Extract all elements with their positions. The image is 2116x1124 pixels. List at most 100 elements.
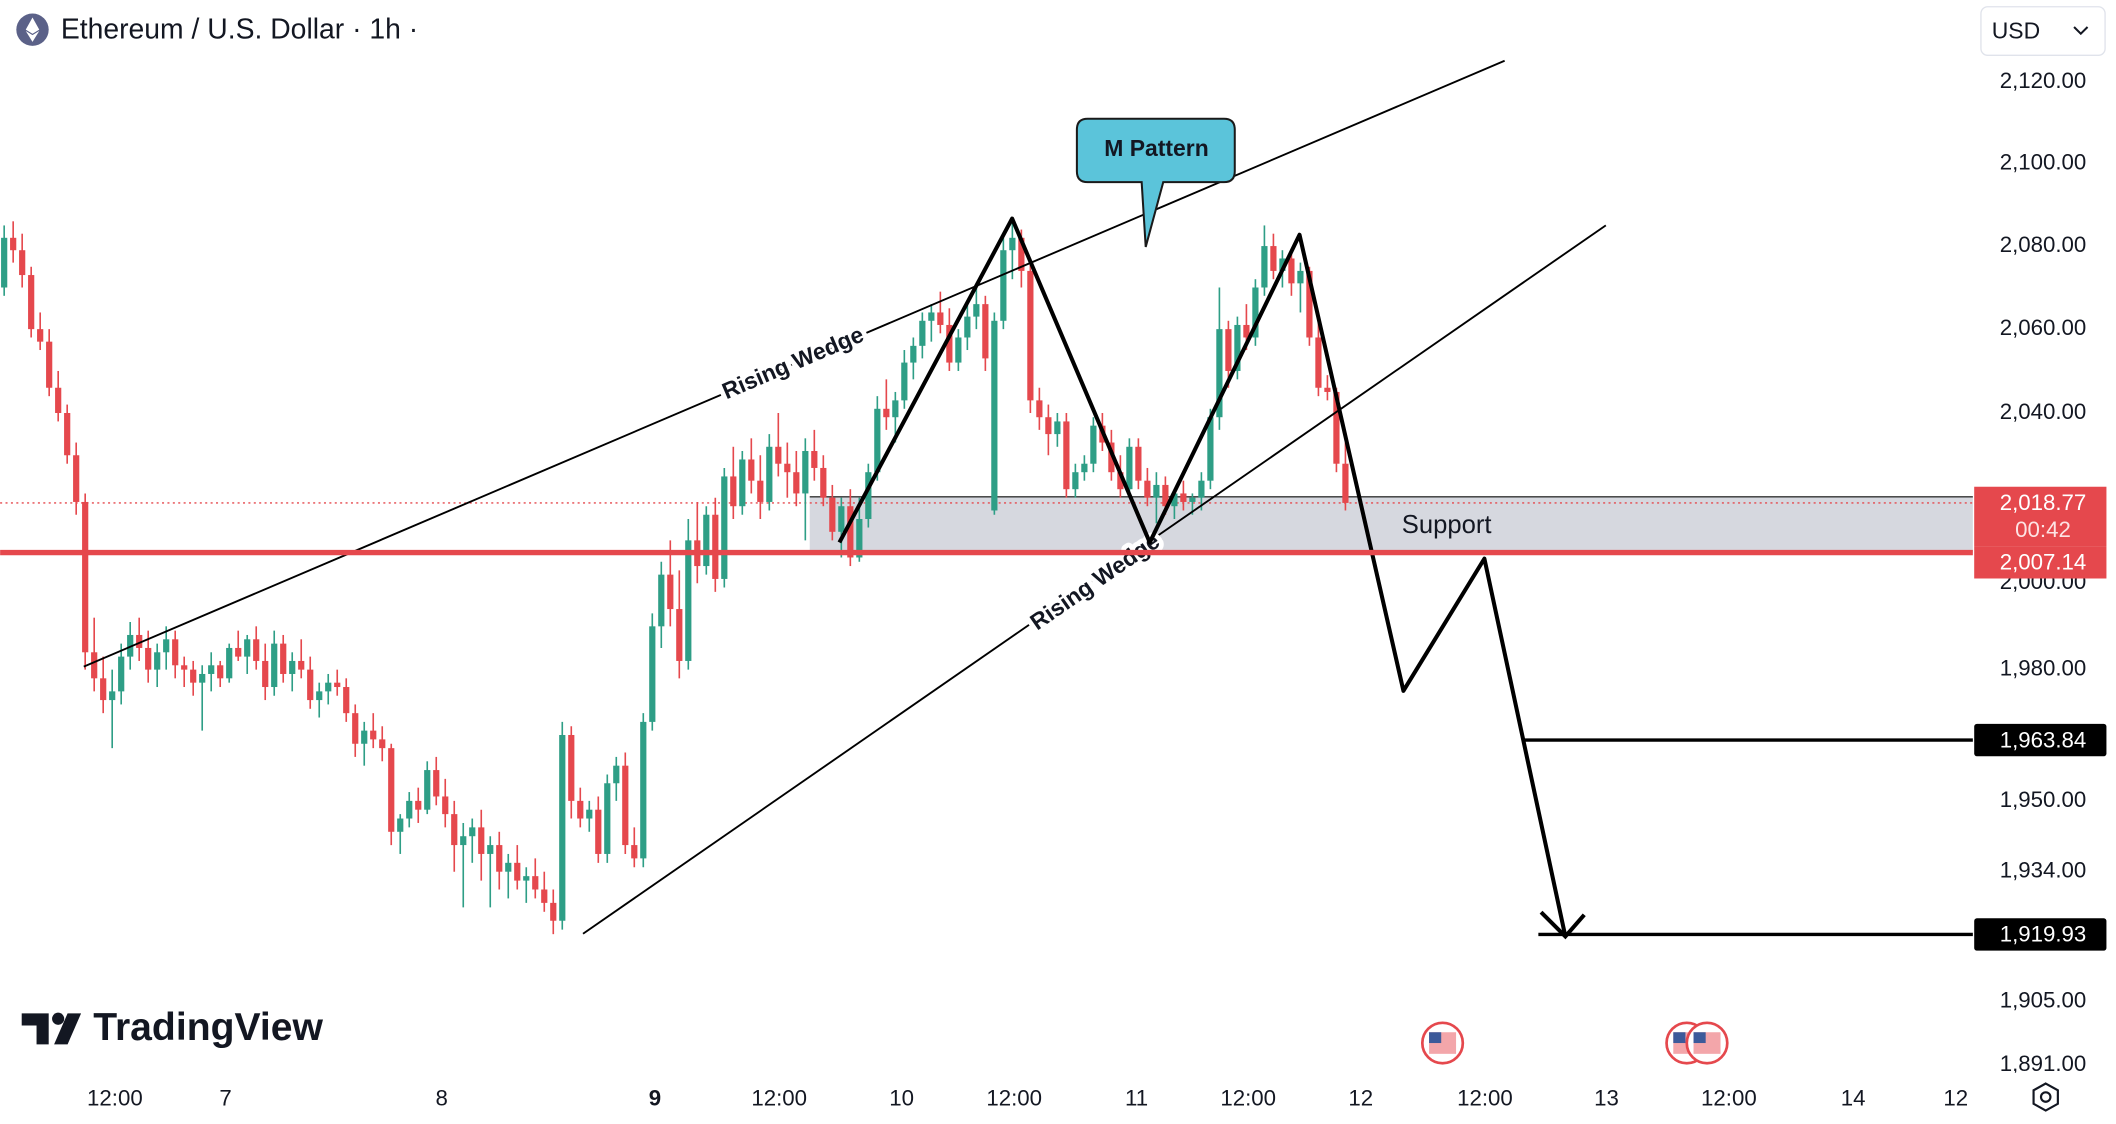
x-tick-label: 8 [435, 1086, 447, 1111]
candle-body [955, 337, 962, 363]
candle-body [253, 639, 260, 661]
candle-body [910, 345, 917, 363]
candle-body [136, 634, 143, 648]
level-tag-label: 2,007.14 [2000, 550, 2087, 575]
candle-body [541, 889, 548, 903]
wedge-upper-line [83, 59, 1506, 668]
event-flag-canton [1673, 1032, 1686, 1044]
candle-body [460, 836, 467, 846]
level-tag [1974, 918, 2107, 951]
arrow-head [1539, 910, 1586, 940]
candle-body [73, 455, 80, 502]
candle-body [307, 669, 314, 701]
candle-body [478, 827, 485, 854]
candle-body [235, 647, 242, 657]
candle-body [424, 770, 431, 810]
candle-body [739, 459, 746, 507]
level-tag [1974, 723, 2107, 757]
y-tick-label: 1,905.00 [2000, 987, 2087, 1012]
symbol-title: Ethereum / U.S. Dollar · 1h · [61, 14, 418, 46]
candle-body [244, 639, 251, 657]
settings-icon [2032, 1082, 2059, 1112]
candle-body [703, 514, 710, 567]
candle-body [1018, 237, 1025, 271]
last-price-label: 2,018.77 [2000, 490, 2087, 515]
x-tick-label: 9 [649, 1086, 661, 1111]
candle-body [1234, 324, 1241, 371]
candle-body [433, 770, 440, 797]
candle-body [586, 809, 593, 819]
event-flag-canton [1429, 1032, 1442, 1044]
x-tick-label: 13 [1594, 1086, 1619, 1111]
candle-body [784, 463, 791, 473]
candle-body [775, 446, 782, 464]
candle-body [1027, 270, 1034, 401]
x-tick-label: 14 [1841, 1086, 1866, 1111]
y-tick-label: 1,950.00 [2000, 787, 2087, 812]
candle-body [658, 574, 665, 627]
candle-body [289, 660, 296, 674]
candle-body [19, 250, 26, 276]
candle-body [1000, 250, 1007, 321]
candle-body [559, 735, 566, 921]
x-tick-label: 7 [219, 1086, 231, 1111]
candle-body [640, 721, 647, 859]
callout-box [1075, 117, 1236, 248]
currency-select[interactable] [1980, 6, 2106, 56]
chevron [2073, 26, 2089, 36]
candle-body [1081, 463, 1088, 473]
event-flag-canton [1693, 1032, 1706, 1044]
level-tag [1974, 546, 2107, 579]
candle-body [838, 506, 845, 532]
candle-body [109, 691, 116, 701]
candle-body [91, 652, 98, 679]
watermark: TradingView [21, 1006, 324, 1049]
candle-body [37, 329, 44, 342]
candle-body [271, 643, 278, 688]
candle-body [1126, 446, 1133, 490]
candle-body [820, 467, 827, 498]
candle-body [1279, 258, 1286, 271]
candle-body [10, 237, 17, 251]
watermark-text: TradingView [93, 1006, 323, 1049]
candle-body [217, 665, 224, 679]
candle-body [1342, 463, 1349, 503]
candle-body [1207, 417, 1214, 481]
callout-label: M Pattern [1104, 135, 1208, 161]
candle-body [1072, 472, 1079, 490]
candle-body [982, 304, 989, 359]
levels-layer [0, 549, 1973, 937]
candle-body [1, 237, 8, 288]
candle-body [847, 506, 854, 558]
candle-body [1162, 484, 1169, 507]
candle-body [577, 800, 584, 819]
candle-body [811, 451, 818, 468]
candle-body [1198, 480, 1205, 498]
candle-body [1297, 270, 1304, 284]
candle-body [874, 408, 881, 473]
candle-body [1009, 237, 1016, 251]
candle-body [352, 713, 359, 744]
logo-part [54, 1013, 82, 1045]
candle-body [802, 451, 809, 494]
candle-body [154, 652, 161, 670]
y-tick-label: 2,120.00 [2000, 68, 2087, 93]
candle-body [712, 514, 719, 579]
candle-body [1252, 287, 1259, 338]
candle-body [757, 480, 764, 502]
candle-body [883, 408, 890, 418]
candle-body [604, 783, 611, 854]
countdown-label: 00:42 [2015, 517, 2071, 542]
candle-body [262, 660, 269, 688]
candle-body [649, 626, 656, 722]
candle-body [379, 739, 386, 749]
y-tick-label: 1,934.00 [2000, 858, 2087, 883]
candle-body [1090, 425, 1097, 464]
candle-body [406, 800, 413, 819]
candle-body [721, 476, 728, 579]
candle-body [865, 472, 872, 520]
candle-body [46, 341, 53, 388]
